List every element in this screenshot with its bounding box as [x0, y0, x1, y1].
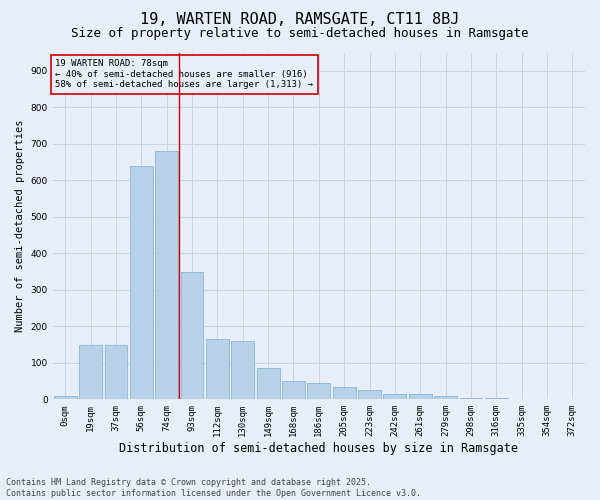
Bar [79, 344, 102, 400]
Bar [54, 396, 77, 400]
Bar [232, 341, 254, 400]
Bar [460, 398, 482, 400]
Bar [409, 394, 431, 400]
Bar [282, 381, 305, 400]
Bar [485, 398, 508, 400]
X-axis label: Distribution of semi-detached houses by size in Ramsgate: Distribution of semi-detached houses by … [119, 442, 518, 455]
Bar [155, 151, 178, 400]
Bar [333, 386, 356, 400]
Bar [181, 272, 203, 400]
Bar [257, 368, 280, 400]
Bar [104, 344, 127, 400]
Bar [130, 166, 153, 400]
Bar [434, 396, 457, 400]
Bar [307, 383, 330, 400]
Y-axis label: Number of semi-detached properties: Number of semi-detached properties [15, 120, 25, 332]
Text: Size of property relative to semi-detached houses in Ramsgate: Size of property relative to semi-detach… [71, 28, 529, 40]
Text: 19, WARTEN ROAD, RAMSGATE, CT11 8BJ: 19, WARTEN ROAD, RAMSGATE, CT11 8BJ [140, 12, 460, 28]
Text: 19 WARTEN ROAD: 78sqm
← 40% of semi-detached houses are smaller (916)
58% of sem: 19 WARTEN ROAD: 78sqm ← 40% of semi-deta… [55, 60, 313, 89]
Bar [358, 390, 381, 400]
Text: Contains HM Land Registry data © Crown copyright and database right 2025.
Contai: Contains HM Land Registry data © Crown c… [6, 478, 421, 498]
Bar [206, 339, 229, 400]
Bar [383, 394, 406, 400]
